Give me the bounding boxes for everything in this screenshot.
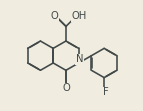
Text: OH: OH — [71, 11, 86, 21]
Text: O: O — [62, 83, 70, 93]
Text: F: F — [103, 87, 109, 97]
Text: N: N — [76, 54, 83, 64]
Text: O: O — [51, 11, 59, 21]
